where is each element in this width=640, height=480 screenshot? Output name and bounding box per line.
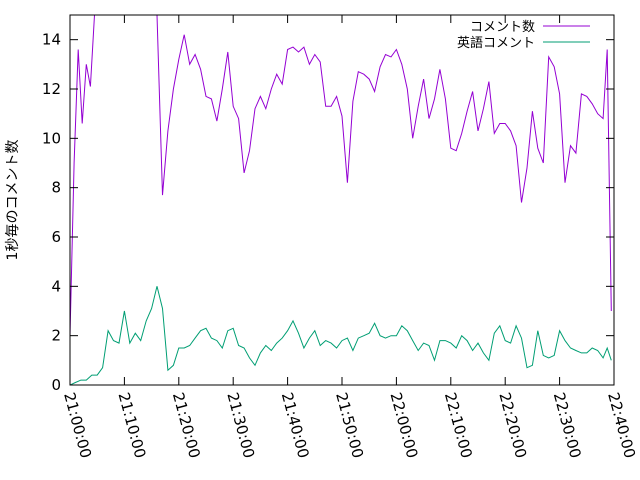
- y-tick-label: 4: [51, 277, 61, 295]
- y-tick-label: 8: [51, 179, 61, 197]
- legend-label-2: 英語コメント: [457, 35, 535, 51]
- y-axis-label: 1秒毎のコメント数: [5, 140, 21, 261]
- y-tick-label: 14: [42, 31, 61, 49]
- legend-label-1: コメント数: [470, 20, 535, 35]
- series-layer: [70, 15, 612, 385]
- y-tick-label: 12: [42, 80, 61, 98]
- y-tick-label: 2: [51, 327, 61, 345]
- y-tick-label: 10: [42, 129, 61, 147]
- series-line-2: [70, 286, 612, 385]
- y-tick-label: 0: [51, 376, 61, 394]
- series-line-1: [70, 15, 612, 336]
- y-tick-label: 6: [51, 228, 61, 246]
